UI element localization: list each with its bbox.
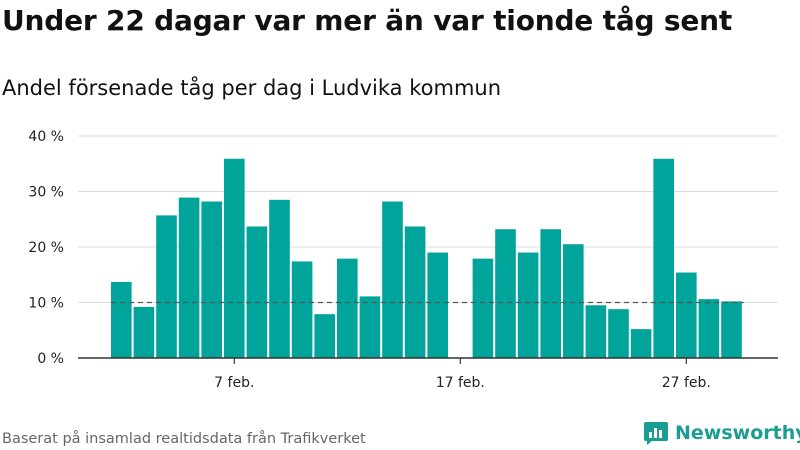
bar (359, 296, 381, 358)
bar (269, 199, 290, 358)
bar (314, 314, 335, 358)
chart-subtitle: Andel försenade tåg per dag i Ludvika ko… (2, 76, 502, 100)
x-tick-label: 17 feb. (436, 375, 485, 391)
bar (676, 272, 697, 358)
bar (563, 244, 584, 358)
y-tick-label: 20 % (28, 240, 64, 256)
bar (246, 226, 268, 358)
bar (653, 158, 674, 358)
bar (337, 258, 358, 358)
brand-name: Newsworthy (675, 422, 800, 444)
bar (133, 306, 155, 358)
bar (495, 229, 516, 358)
y-tick-label: 40 % (28, 129, 64, 145)
bar (404, 226, 426, 358)
chart-title: Under 22 dagar var mer än var tionde tåg… (2, 4, 733, 37)
bars (111, 158, 742, 358)
bar (382, 201, 403, 358)
x-tick-label: 7 feb. (214, 375, 254, 391)
bar (111, 281, 132, 358)
bar (721, 301, 742, 358)
bar (472, 258, 494, 358)
bar (178, 197, 200, 358)
bar-chart: 0 % 10 % 20 % 30 % 40 % 7 feb. 17 feb. 27 feb. (28, 129, 778, 391)
bar (291, 261, 313, 358)
bar (427, 252, 448, 358)
brand[interactable]: Newsworthy (643, 420, 800, 446)
bar (585, 305, 607, 358)
bar (630, 329, 652, 358)
bar (608, 309, 629, 358)
y-tick-label: 0 % (37, 351, 64, 367)
y-tick-label: 30 % (28, 185, 64, 201)
bar (201, 201, 222, 358)
source-note: Baserat på insamlad realtidsdata från Tr… (2, 431, 366, 447)
y-tick-label: 10 % (28, 296, 64, 312)
axes: 0 % 10 % 20 % 30 % 40 % 7 feb. 17 feb. 27 feb. (28, 129, 778, 391)
bar (698, 299, 720, 358)
newsworthy-logo-icon (644, 422, 668, 445)
bar (540, 229, 561, 358)
bar (224, 158, 245, 358)
bar (517, 252, 539, 358)
bar (156, 215, 177, 358)
x-tick-label: 27 feb. (662, 375, 711, 391)
